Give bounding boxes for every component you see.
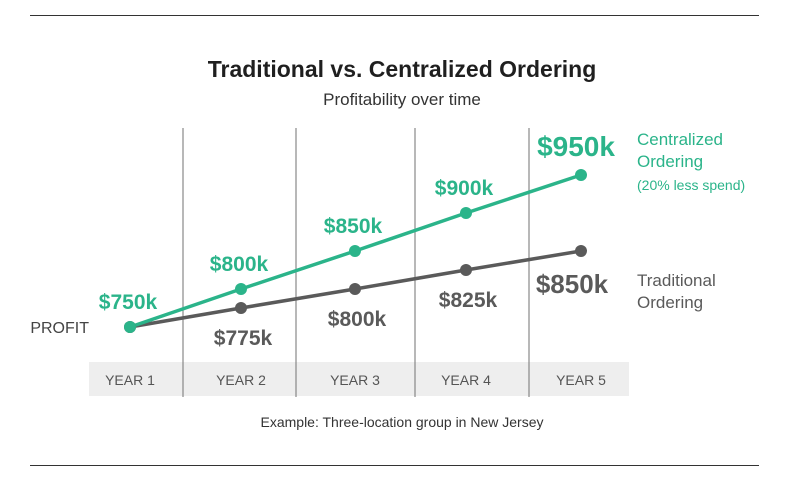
data-label-centralized: $800k <box>210 253 269 276</box>
x-axis-band <box>89 362 629 396</box>
data-point-centralized <box>460 207 472 219</box>
data-point-traditional <box>349 283 361 295</box>
x-tick-label: YEAR 2 <box>216 372 266 388</box>
data-point-centralized <box>235 283 247 295</box>
top-rule <box>30 15 759 16</box>
data-label-centralized: $750k <box>99 291 158 314</box>
legend-traditional-label: Ordering <box>637 293 703 312</box>
data-point-centralized <box>349 245 361 257</box>
legend-centralized-label: Ordering <box>637 152 703 171</box>
data-label-traditional: $775k <box>214 327 273 350</box>
x-tick-label: YEAR 4 <box>441 372 491 388</box>
chart-subtitle: Profitability over time <box>323 90 481 109</box>
data-label-centralized: $850k <box>324 215 383 238</box>
y-axis-label: PROFIT <box>30 320 89 337</box>
data-point-traditional <box>575 245 587 257</box>
x-tick-label: YEAR 3 <box>330 372 380 388</box>
x-tick-label: YEAR 1 <box>105 372 155 388</box>
legend-traditional-label: Traditional <box>637 271 716 290</box>
legend-centralized-label: Centralized <box>637 130 723 149</box>
data-label-traditional: $825k <box>439 289 498 312</box>
chart-title: Traditional vs. Centralized Ordering <box>207 56 597 82</box>
bottom-rule <box>30 465 759 466</box>
data-label-centralized: $900k <box>435 177 494 200</box>
data-point-traditional <box>460 264 472 276</box>
chart-footnote: Example: Three-location group in New Jer… <box>260 414 544 430</box>
data-point-traditional <box>235 302 247 314</box>
data-label-traditional: $850k <box>536 269 609 299</box>
data-label-centralized: $950k <box>537 131 615 162</box>
data-point-centralized <box>575 169 587 181</box>
data-point-centralized <box>124 321 136 333</box>
x-tick-label: YEAR 5 <box>556 372 606 388</box>
data-label-traditional: $800k <box>328 308 387 331</box>
legend-centralized-note: (20% less spend) <box>637 177 745 193</box>
